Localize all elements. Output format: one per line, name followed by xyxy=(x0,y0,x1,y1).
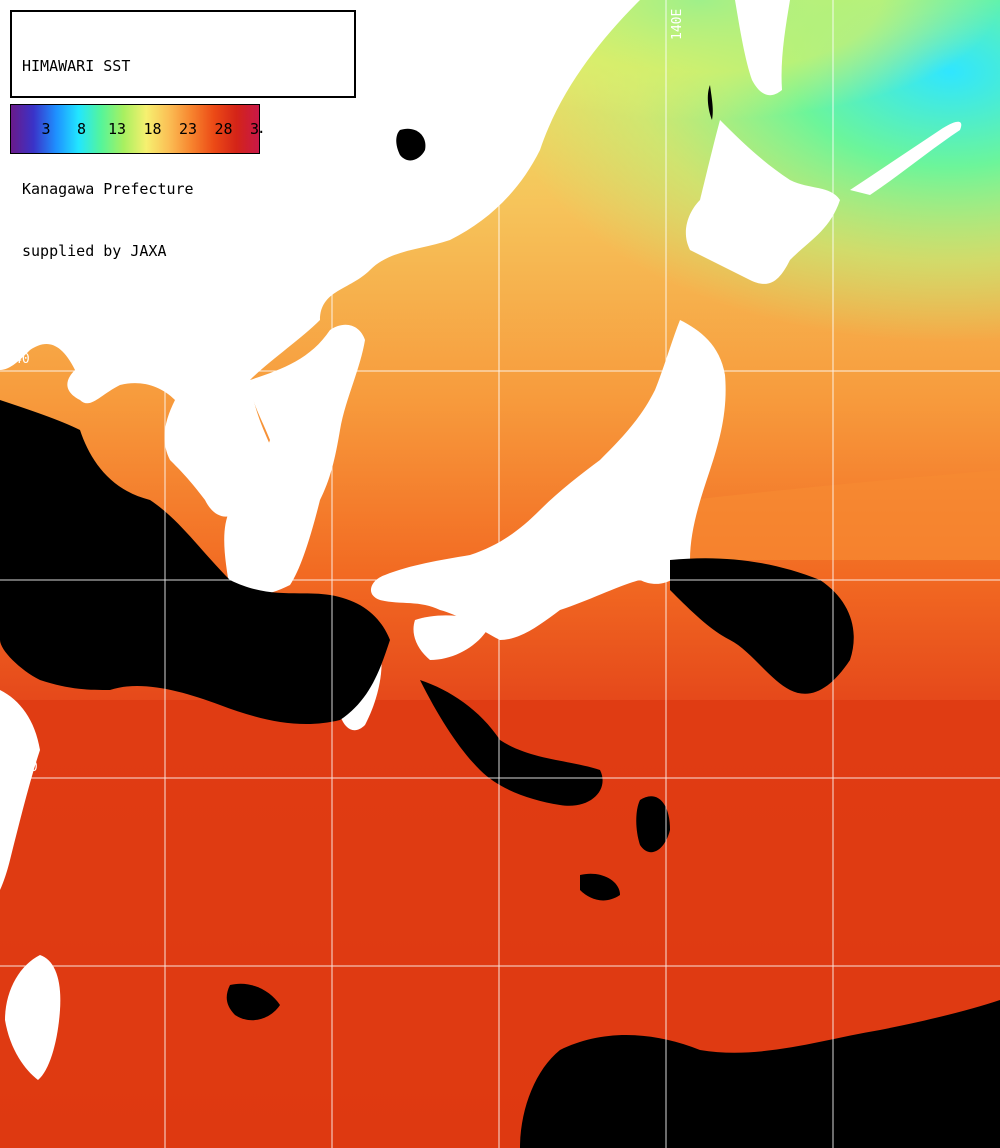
cloud-mask-north-sea xyxy=(707,85,713,120)
longitude-label-140e: 140E xyxy=(670,8,685,40)
cloud-mask-small-1 xyxy=(580,873,620,901)
latitude-label-40: 40 xyxy=(14,352,30,367)
land-shikoku xyxy=(413,615,490,660)
color-scale-tick-13: 13 xyxy=(107,120,127,138)
color-scale-tick-23: 23 xyxy=(178,120,198,138)
land-korea xyxy=(224,324,365,596)
product-title: HIMAWARI SST xyxy=(22,57,131,75)
cloud-mask-small-2 xyxy=(396,128,426,161)
land-china-south xyxy=(0,690,40,890)
color-scale-tick-28: 28 xyxy=(214,120,233,138)
cloud-mask-southeast xyxy=(520,1000,1000,1148)
cloud-mask-center xyxy=(420,680,603,806)
color-scale-tick-8: 8 xyxy=(76,120,87,138)
color-scale-tick-3: 3 xyxy=(41,120,51,138)
cloud-mask-east xyxy=(670,558,854,694)
cloud-mask-south xyxy=(226,983,280,1021)
land-honshu xyxy=(370,320,726,640)
map-info-box: HIMAWARI SST 2025/09/27 03(UTC) 3H Comp.… xyxy=(10,10,356,260)
color-scale-labels: 3 8 13 18 23 28 33 xyxy=(11,105,259,153)
color-scale-tick-18: 18 xyxy=(143,120,162,138)
latitude-label-30: 30 xyxy=(22,760,38,775)
source-text: supplied by JAXA xyxy=(22,241,167,260)
sea-warm-band-east xyxy=(690,470,1000,560)
color-scale: 3 8 13 18 23 28 33 xyxy=(10,104,260,154)
land-kurils xyxy=(850,121,962,195)
color-scale-gradient xyxy=(11,105,259,153)
cloud-mask-east-strip xyxy=(636,796,670,853)
cloud-mask-west xyxy=(0,400,390,725)
region-text: Kanagawa Prefecture xyxy=(22,180,194,198)
land-taiwan xyxy=(5,955,61,1080)
land-sakhalin xyxy=(735,0,790,96)
land-hokkaido xyxy=(685,120,840,284)
color-scale-tick-33: 33 xyxy=(249,120,259,138)
